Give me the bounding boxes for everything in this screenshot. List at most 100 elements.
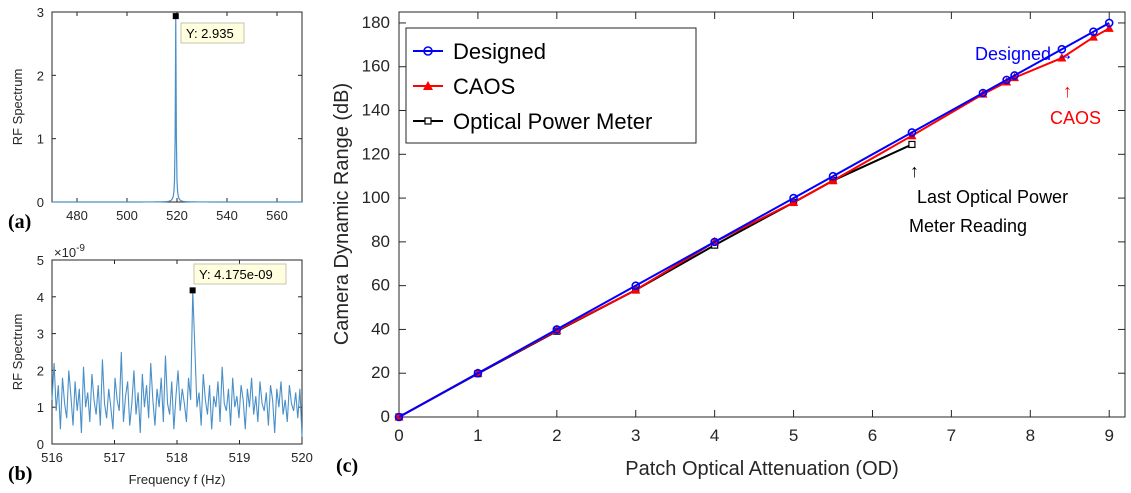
datatip-b-label: Y: 4.175e-09 xyxy=(199,267,273,282)
xtick-label: 516 xyxy=(41,450,63,465)
plot-c-series xyxy=(394,18,1114,422)
xtick-label: 7 xyxy=(947,426,956,445)
plot-c-xlabel: Patch Optical Attenuation (OD) xyxy=(625,458,898,480)
ytick-label: 1 xyxy=(37,132,44,147)
annotation-designed: Designed → xyxy=(975,44,1074,64)
xtick-label: 480 xyxy=(66,208,88,223)
xtick-label: 517 xyxy=(104,450,126,465)
legend-label-designed: Designed xyxy=(453,39,546,64)
legend-entry-caos: CAOS xyxy=(413,74,515,99)
datatip-b-marker xyxy=(189,287,196,294)
point-designed xyxy=(1104,18,1114,28)
point-designed xyxy=(552,325,562,334)
point-optical-power-meter xyxy=(908,140,916,149)
annotation-meter-arrow: ↑ xyxy=(910,161,919,181)
plot-c-ylabel: Camera Dynamic Range (dB) xyxy=(331,83,353,345)
xtick-label: 4 xyxy=(710,426,719,445)
panel-label-a: (a) xyxy=(8,211,31,233)
plot-c-yticks: 0 20 40 60 80 100 120 140 160 180 xyxy=(362,13,1125,426)
ytick-label: 120 xyxy=(362,144,390,163)
point-designed xyxy=(978,88,988,98)
plot-a-ylabel: RF Spectrum xyxy=(10,69,25,146)
xtick-label: 540 xyxy=(216,208,238,223)
datatip-a-marker xyxy=(172,13,179,20)
series-line-designed xyxy=(398,22,1110,418)
xtick-label: 0 xyxy=(394,426,403,445)
plot-b-ylabel: RF Spectrum xyxy=(10,314,25,391)
series-line-caos xyxy=(398,27,1110,418)
panel-b: 0 1 2 3 4 5 516 517 518 519 520 Y: 4.175e-09 ×10-… xyxy=(8,243,313,487)
xtick-label: 8 xyxy=(1026,426,1035,445)
point-designed xyxy=(1002,75,1011,85)
panel-a: 0 1 2 3 480 500 520 540 560 Y: 2.935 RF Spectru… xyxy=(8,5,303,233)
legend-entry-optical-power-meter: Optical Power Meter xyxy=(413,109,652,134)
legend-marker-caos xyxy=(423,81,433,90)
plot-b-xlabel: Frequency f (Hz) xyxy=(129,472,226,487)
xtick-label: 560 xyxy=(266,208,288,223)
ytick-label: 0 xyxy=(381,407,390,426)
datatip-a-label: Y: 2.935 xyxy=(186,26,234,41)
xtick-label: 6 xyxy=(868,426,877,445)
legend-entry-designed: Designed xyxy=(413,39,546,64)
legend-marker-optical-power-meter xyxy=(424,117,432,125)
plot-b-axes-box xyxy=(51,259,303,445)
xtick-label: 9 xyxy=(1104,426,1113,445)
ytick-label: 1 xyxy=(37,400,44,415)
xtick-label: 500 xyxy=(116,208,138,223)
legend-marker-designed xyxy=(423,46,433,56)
ytick-label: 180 xyxy=(362,13,390,32)
panel-label-b: (b) xyxy=(8,463,32,485)
ytick-label: 3 xyxy=(37,5,44,20)
xtick-label: 520 xyxy=(291,450,313,465)
point-designed xyxy=(631,281,641,290)
series-a-spectrum-line xyxy=(52,16,302,203)
ytick-label: 20 xyxy=(371,363,390,382)
ytick-label: 160 xyxy=(362,57,390,76)
plot-b-exponent: ×10-9 xyxy=(54,243,85,260)
ytick-label: 140 xyxy=(362,101,390,120)
datatip-a-box xyxy=(180,22,245,44)
point-caos xyxy=(1088,32,1098,41)
plot-b-xticks: 516 517 518 519 520 xyxy=(41,260,313,465)
legend-label-optical-power-meter: Optical Power Meter xyxy=(453,109,652,134)
series-designed xyxy=(394,18,1114,422)
ytick-label: 0 xyxy=(37,195,44,210)
point-designed xyxy=(1010,71,1019,80)
plot-c-xticks: 0 1 2 3 4 5 6 7 8 9 xyxy=(394,12,1114,445)
point-caos xyxy=(907,130,917,140)
point-designed xyxy=(473,368,483,378)
panel-c: 0 20 40 60 80 100 120 140 160 180 0 1 2 3 4 5 6 7 8 9 Desi… xyxy=(331,11,1126,480)
ytick-label: 40 xyxy=(371,319,390,338)
xtick-label: 2 xyxy=(552,426,561,445)
annotation-caos: CAOS xyxy=(1050,108,1101,128)
annotation-meter-line1: Last Optical Power xyxy=(917,187,1068,207)
point-caos xyxy=(1104,23,1114,32)
point-designed xyxy=(1089,27,1098,37)
ytick-label: 80 xyxy=(371,232,390,251)
xtick-label: 518 xyxy=(166,450,188,465)
xtick-label: 519 xyxy=(229,450,251,465)
legend: Designed CAOS Optical Power Meter xyxy=(405,27,697,144)
ytick-label: 5 xyxy=(37,253,44,268)
point-designed xyxy=(828,171,838,181)
point-designed xyxy=(907,128,917,137)
ytick-label: 2 xyxy=(37,68,44,83)
xtick-label: 3 xyxy=(631,426,640,445)
panel-label-c: (c) xyxy=(336,455,358,477)
plot-b-yticks: 0 1 2 3 4 5 xyxy=(37,253,302,452)
annotation-caos-arrow: ↑ xyxy=(1063,81,1072,101)
point-designed xyxy=(1057,44,1067,54)
ytick-label: 0 xyxy=(37,437,44,452)
point-caos xyxy=(1057,52,1067,62)
ytick-label: 2 xyxy=(37,363,44,378)
point-designed xyxy=(394,412,404,422)
ytick-label: 3 xyxy=(37,327,44,342)
annotation-meter-line2: Meter Reading xyxy=(909,216,1027,236)
legend-box xyxy=(405,27,697,144)
point-designed xyxy=(789,193,798,203)
xtick-label: 5 xyxy=(789,426,798,445)
ytick-label: 100 xyxy=(362,188,390,207)
datatip-b-box xyxy=(193,263,287,285)
point-designed xyxy=(710,237,719,247)
series-b-spectrum-line xyxy=(51,290,303,437)
